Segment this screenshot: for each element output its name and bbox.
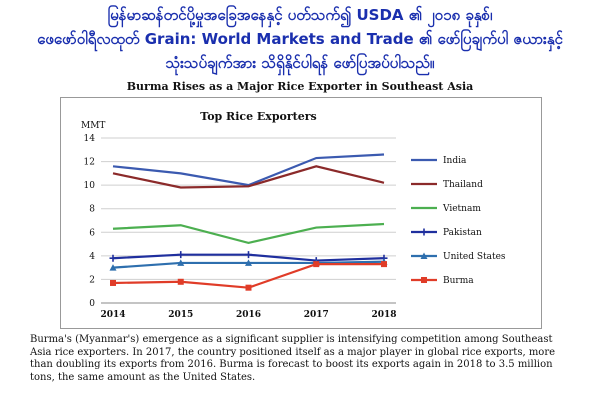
legend-label: Vietnam (442, 204, 481, 214)
banner-line-3: သုံးသပ်ချက်အား သိရှိနိုင်ပါရန် ဖော်ပြအပ်… (165, 54, 435, 72)
data-point (177, 251, 185, 259)
banner-line-2: ဖေဖော်ဝါရီလထုတ် Grain: World Markets and… (37, 30, 563, 48)
data-point (109, 264, 117, 271)
x-tick-label: 2014 (100, 310, 125, 320)
series-line-vietnam (112, 222, 385, 245)
banner-line-1: မြန်မာဆန်တင်ပို့မှုအခြေအနေနှင့် ပတ်သက်၍ … (107, 6, 493, 24)
chart-frame: Top Rice Exporters MMT 0 2 4 6 8 10 12 14 2014 2015… (60, 97, 542, 329)
data-point (109, 254, 117, 262)
y-tick-label: 8 (89, 205, 95, 215)
legend-marker (421, 277, 427, 283)
data-point (245, 259, 252, 266)
y-tick-label: 2 (89, 275, 95, 285)
y-tick-label: 4 (89, 252, 95, 262)
data-point (110, 279, 116, 286)
x-tick-label: 2016 (236, 310, 261, 320)
y-tick-label: 10 (84, 181, 96, 191)
figure-caption: Burma's (Myanmar's) emergence as a signi… (30, 334, 556, 383)
figure-title: Burma Rises as a Major Rice Exporter in … (126, 80, 474, 93)
legend-label: Thailand (443, 180, 483, 190)
data-point (177, 259, 185, 266)
y-tick-label: 14 (84, 134, 96, 144)
legend-marker (420, 228, 428, 236)
legend-label: United States (443, 252, 506, 262)
data-point (313, 261, 320, 268)
y-axis-label: MMT (81, 121, 105, 131)
series-line-thailand (112, 165, 385, 189)
y-tick-label: 12 (84, 158, 95, 168)
data-point (245, 251, 252, 259)
chart-title: Top Rice Exporters (200, 110, 316, 123)
header-banner: မြန်မာဆန်တင်ပို့မှုအခြေအနေနှင့် ပတ်သက်၍ … (0, 0, 600, 82)
data-point (381, 261, 387, 268)
legend-label: Burma (443, 276, 474, 286)
data-point (177, 278, 184, 285)
y-tick-label: 6 (89, 228, 95, 238)
data-point (245, 284, 252, 291)
legend-label: India (443, 156, 467, 166)
series-line-india (112, 153, 385, 187)
legend-marker (420, 252, 428, 259)
x-tick-label: 2017 (304, 310, 329, 320)
legend-label: Pakistan (443, 228, 482, 238)
x-tick-label: 2015 (168, 310, 193, 320)
rice-exporters-chart: Top Rice Exporters MMT 0 2 4 6 8 10 12 14 2014 2015… (81, 110, 506, 320)
y-tick-label: 0 (89, 299, 95, 309)
x-tick-label: 2018 (371, 310, 396, 320)
series-line-burma (112, 263, 384, 289)
